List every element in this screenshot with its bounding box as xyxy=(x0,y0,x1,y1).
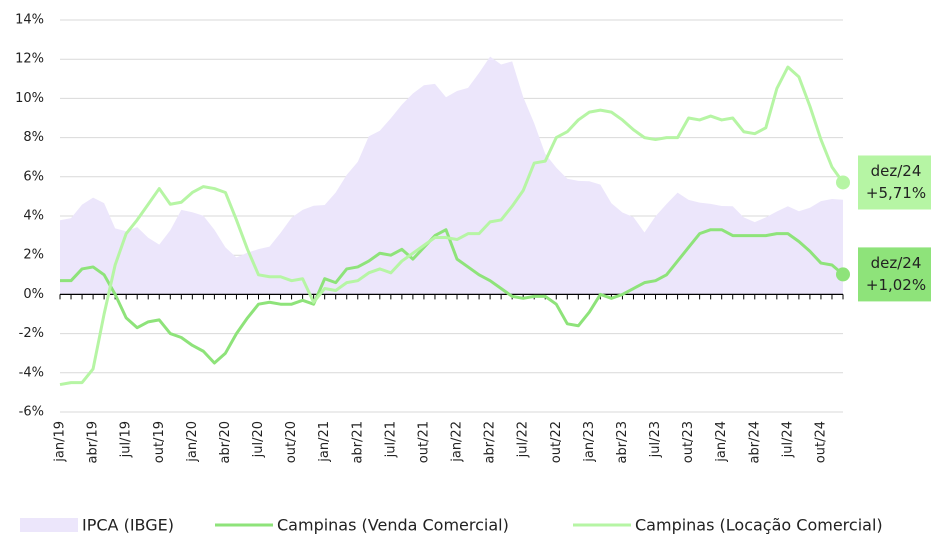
end-dot xyxy=(836,175,850,190)
x-tick-label: jul/21 xyxy=(383,421,398,458)
x-tick-label: abr/20 xyxy=(218,421,233,464)
x-tick-label: jul/20 xyxy=(251,421,266,458)
legend-label: IPCA (IBGE) xyxy=(82,516,174,535)
line xyxy=(59,65,845,387)
end-label: dez/24 xyxy=(871,162,922,180)
y-tick-label: 12% xyxy=(15,52,44,67)
y-tick-label: -2% xyxy=(19,326,44,341)
x-tick-label: out/24 xyxy=(813,421,828,463)
x-tick-label: jul/22 xyxy=(516,421,531,458)
y-tick-label: 0% xyxy=(23,287,44,302)
end-label: +1,02% xyxy=(866,276,926,294)
end-label: +5,71% xyxy=(866,184,926,202)
x-tick-label: out/19 xyxy=(152,421,167,463)
end-label-box xyxy=(858,155,931,210)
x-tick-label: abr/22 xyxy=(483,421,498,464)
y-tick-label: 14% xyxy=(15,13,44,28)
x-tick-label: abr/19 xyxy=(86,421,101,464)
x-tick-label: out/21 xyxy=(416,421,431,463)
legend-label: Campinas (Venda Comercial) xyxy=(277,516,509,535)
end-label: dez/24 xyxy=(871,254,922,272)
x-tick-label: jul/24 xyxy=(780,421,795,458)
x-tick-label: jan/21 xyxy=(317,421,332,463)
x-tick-label: out/23 xyxy=(681,421,696,463)
x-tick-label: jan/23 xyxy=(582,421,597,463)
area xyxy=(60,56,843,295)
x-tick-label: out/22 xyxy=(549,421,564,463)
x-tick-label: abr/21 xyxy=(350,421,365,464)
y-tick-label: 4% xyxy=(23,209,44,224)
y-tick-label: 6% xyxy=(23,169,44,184)
x-tick-label: out/20 xyxy=(284,421,299,463)
x-tick-label: jan/20 xyxy=(185,421,200,463)
end-label-box xyxy=(858,247,931,302)
x-tick-label: abr/24 xyxy=(747,421,762,464)
y-tick-label: 10% xyxy=(15,91,44,106)
y-tick-label: -4% xyxy=(19,365,44,380)
y-tick-label: -6% xyxy=(19,405,44,420)
x-tick-label: jan/24 xyxy=(714,421,729,463)
legend-swatch xyxy=(20,518,78,532)
y-tick-label: 2% xyxy=(23,248,44,263)
x-tick-label: jul/19 xyxy=(119,421,134,458)
line xyxy=(60,228,844,365)
x-tick-label: jan/19 xyxy=(53,421,68,463)
end-dot xyxy=(836,267,850,282)
x-tick-label: jan/22 xyxy=(450,421,465,463)
y-tick-label: 8% xyxy=(23,130,44,145)
x-tick-label: abr/23 xyxy=(615,421,630,464)
x-tick-label: jul/23 xyxy=(648,421,663,458)
legend-label: Campinas (Locação Comercial) xyxy=(635,516,883,535)
